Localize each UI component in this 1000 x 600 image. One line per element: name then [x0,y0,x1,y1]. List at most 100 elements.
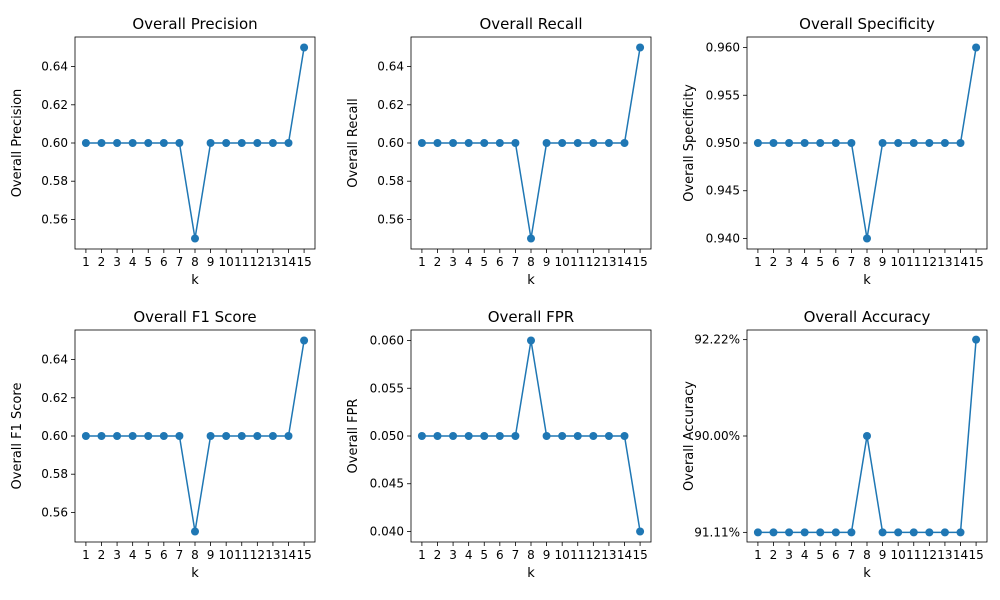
data-point [558,139,567,147]
x-tick-label: 4 [129,548,137,562]
x-tick-label: 8 [191,255,199,269]
x-tick-label: 2 [770,548,778,562]
x-tick-label: 5 [480,255,488,269]
data-point [558,432,567,440]
data-point [909,139,918,147]
data-point [284,139,293,147]
x-tick-label: 12 [250,255,265,269]
y-tick-label: 0.60 [41,429,68,443]
data-point [97,432,106,440]
data-point [589,432,598,440]
x-tick-label: 1 [82,255,90,269]
x-tick-label: 11 [906,548,921,562]
x-tick-label: 13 [265,548,280,562]
y-tick-label: 0.60 [377,136,404,150]
x-tick-label: 4 [465,255,473,269]
data-point [620,139,629,147]
x-tick-label: 7 [512,548,520,562]
data-point [894,139,903,147]
data-point [417,432,426,440]
data-point [81,139,90,147]
y-tick-label: 0.62 [41,98,68,112]
data-point [253,432,262,440]
data-point [831,139,840,147]
x-tick-label: 12 [922,548,937,562]
y-tick-label: 0.64 [41,60,68,74]
data-point [573,139,582,147]
x-tick-label: 14 [617,548,632,562]
x-tick-label: 3 [113,548,121,562]
data-point [800,528,809,537]
y-tick-label: 0.60 [41,136,68,150]
data-point [894,528,903,537]
data-point [925,528,934,537]
data-point [863,234,871,243]
y-tick-label: 0.055 [370,381,404,395]
x-tick-label: 10 [555,255,570,269]
data-point [972,43,981,52]
y-axis-label: Overall F1 Score [10,383,25,490]
data-point [863,432,871,440]
x-tick-label: 8 [527,548,535,562]
data-point [495,432,504,440]
data-point [909,528,918,537]
x-tick-label: 10 [891,548,906,562]
data-point [449,432,458,440]
y-axis-label: Overall Specificity [682,84,697,202]
data-point [542,432,551,440]
data-point [495,139,504,147]
x-tick-label: 13 [601,255,616,269]
data-point [816,139,825,147]
data-point [206,139,215,147]
y-tick-label: 0.56 [41,505,68,519]
x-tick-label: 7 [512,255,520,269]
x-tick-label: 7 [848,548,856,562]
x-tick-label: 7 [848,255,856,269]
data-point [769,139,778,147]
y-tick-label: 0.58 [377,174,404,188]
data-point [769,528,778,537]
data-point [144,139,153,147]
data-point [956,139,965,147]
x-tick-label: 15 [968,255,983,269]
data-point [785,528,794,537]
chart-title: Overall Recall [479,15,582,33]
data-point [97,139,106,147]
data-point [878,528,887,537]
x-tick-label: 11 [906,255,921,269]
y-tick-label: 0.950 [706,136,740,150]
data-point [175,432,184,440]
y-tick-label: 0.56 [377,212,404,226]
x-tick-label: 9 [879,255,887,269]
chart-title: Overall F1 Score [133,308,256,326]
data-point [159,139,168,147]
data-point [480,139,489,147]
x-tick-label: 15 [968,548,983,562]
y-tick-label: 0.045 [370,477,404,491]
x-tick-label: 14 [617,255,632,269]
y-tick-label: 0.060 [370,334,404,348]
x-axis-label: k [863,273,871,288]
x-tick-label: 3 [785,255,793,269]
data-point [940,528,949,537]
data-point [222,139,231,147]
x-axis-label: k [863,566,871,581]
data-point [175,139,184,147]
data-point [527,234,535,243]
data-point [417,139,426,147]
data-point [604,432,613,440]
data-point [222,432,231,440]
x-tick-label: 4 [465,548,473,562]
data-point [800,139,809,147]
x-tick-label: 8 [527,255,535,269]
x-tick-label: 3 [449,548,457,562]
x-tick-label: 5 [816,548,824,562]
y-tick-label: 0.58 [41,467,68,481]
x-tick-label: 7 [176,255,184,269]
data-point [113,139,122,147]
data-point [511,139,520,147]
x-tick-label: 8 [863,548,871,562]
